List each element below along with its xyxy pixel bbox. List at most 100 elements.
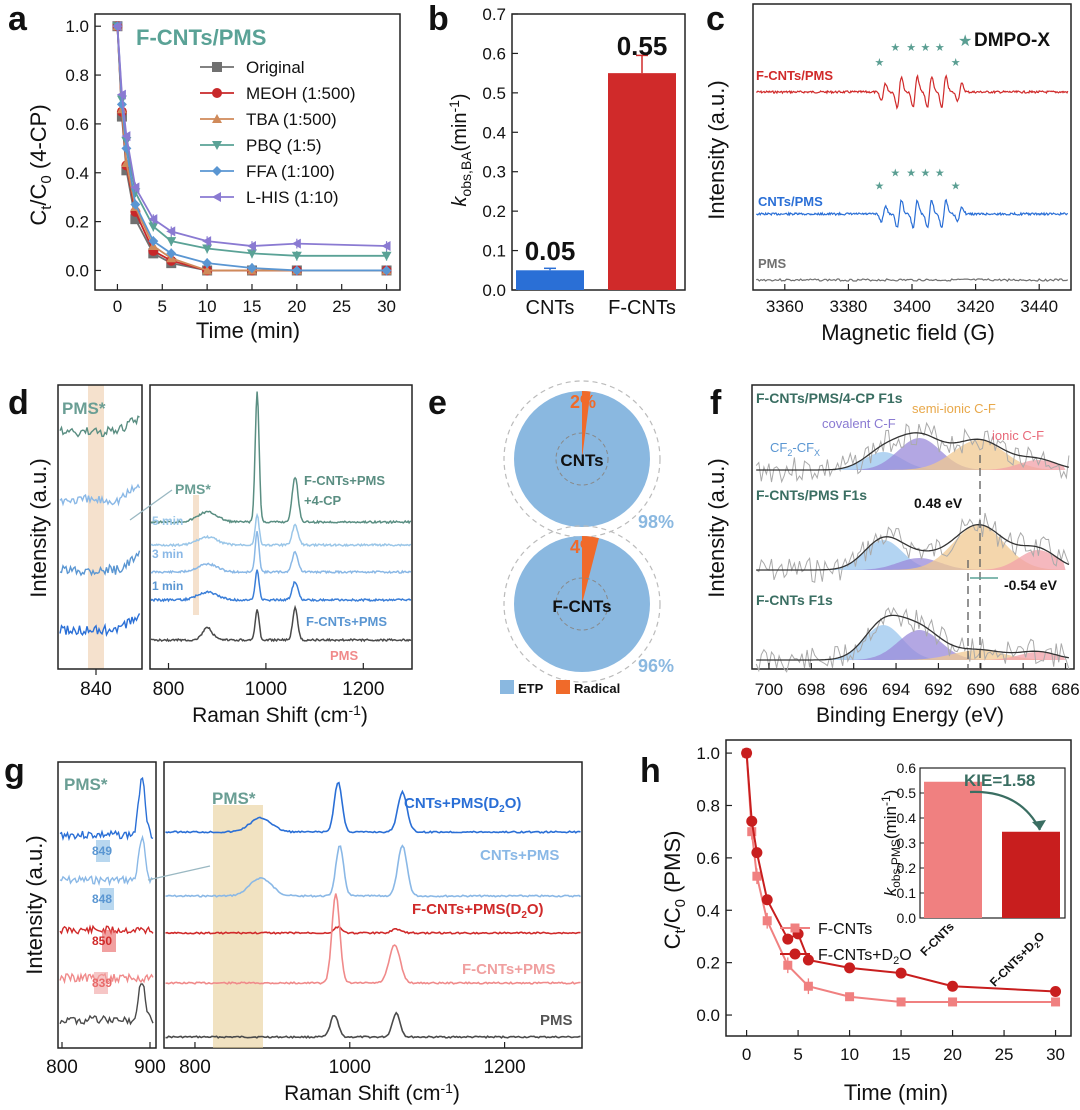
legend-label: Original (246, 58, 305, 77)
panel-h-ylabel: Ct/C0 (PMS) (660, 831, 689, 950)
panel-g-label: g (4, 752, 25, 790)
data-point (381, 241, 391, 252)
pie-fcnts-label: F-CNTs (552, 597, 611, 616)
data-point (148, 214, 158, 225)
inset-y-tick-label: 0.1 (897, 885, 917, 901)
legend-label-fcnts-d2o: F-CNTs+D2O (818, 947, 912, 967)
y-tick-label: 0.6 (696, 849, 720, 868)
panel-a-label: a (8, 0, 28, 38)
panel-d: d PMS* PMS* F-CNTs+PMS +4-CP 5 min 3 min… (8, 384, 413, 727)
x-tick-label: 5 (793, 1045, 802, 1064)
pie-slice-radical (582, 391, 591, 459)
pms-star-label-g: PMS* (64, 775, 108, 794)
legend-marker (790, 923, 800, 933)
data-point (741, 747, 753, 759)
data-point (762, 916, 772, 926)
panel-h-frame (725, 739, 1072, 1037)
dmpo-star-marker: ★ (890, 167, 900, 179)
data-point (246, 249, 257, 259)
data-point (751, 847, 763, 859)
panel-h-series (741, 747, 1062, 1007)
inset-g-fcnts-d2o (59, 924, 154, 936)
panel-g: g PMS* PMS* 849 848 850 839 CNTs+PMS(D2O… (4, 752, 583, 1105)
data-point (783, 960, 793, 970)
inset-y-tick-label: 0.6 (897, 760, 917, 776)
x-tick-label: 694 (882, 680, 910, 699)
xps-title-1: F-CNTs/PMS/4-CP F1s (756, 390, 903, 406)
xps-component-top-3 (790, 460, 1066, 470)
data-point (202, 258, 213, 269)
panel-d-series (59, 391, 412, 643)
dmpo-star-marker: ★ (935, 167, 945, 179)
panel-c-axes: 3360 3380 3400 3420 3440 (766, 284, 1058, 316)
x-tick-label: 3440 (1020, 297, 1058, 316)
panel-c-xlabel: Magnetic field (G) (821, 320, 995, 345)
dmpo-star-marker: ★ (921, 167, 931, 179)
inset-y-tick-label: 0.5 (897, 785, 917, 801)
data-point (202, 236, 212, 247)
peak-highlight-850 (102, 930, 116, 952)
x-tick-label: 0 (113, 297, 122, 316)
pms-star-label: PMS* (62, 399, 106, 418)
pms-star-arrow-g (147, 865, 211, 881)
inset-y-tick-label: 0.0 (897, 910, 917, 926)
y-tick-label: 0.2 (696, 954, 720, 973)
xps-component-mid-0 (790, 540, 1066, 570)
panel-e-pies (503, 380, 661, 683)
peak-highlight-849 (96, 840, 110, 862)
dmpo-star-marker: ★ (890, 42, 900, 54)
pie-fcnts-etp-pct: 96% (638, 656, 674, 676)
y-tick-label: 0.8 (696, 796, 720, 815)
x-tick-label: 30 (377, 297, 396, 316)
x-tick-label: F-CNTs (608, 297, 676, 319)
panel-c-ylabel: Intensity (a.u.) (704, 80, 729, 219)
data-point (121, 143, 132, 154)
x-tick-label: 3400 (893, 297, 931, 316)
pie-slice-radical (582, 536, 599, 604)
xps-cf2-label: CF2-CFX (770, 440, 820, 458)
y-tick-label: 0.0 (696, 1006, 720, 1025)
data-point (947, 980, 959, 992)
xps-semiionic-label: semi-ionic C-F (912, 401, 996, 416)
panel-b-ylabel: kobs,BA(min-1) (446, 93, 474, 206)
dmpo-star-marker: ★ (951, 181, 961, 193)
panel-a-series (112, 21, 392, 276)
inset-bar-0 (924, 781, 982, 918)
y-tick-label: 0.0 (482, 281, 506, 300)
x-tick-label: 15 (243, 297, 262, 316)
raman-curve-1min (150, 569, 412, 603)
dmpo-star-marker: ★ (935, 42, 945, 54)
data-point (761, 894, 773, 906)
data-point (895, 967, 907, 979)
y-tick-label: 0.3 (482, 163, 506, 182)
panel-e: e 2% 98% 4% 96% CNTs F-CNTs ETP Radical (428, 380, 674, 696)
epr-label-cnts: CNTs/PMS (758, 194, 823, 209)
x-tick-label: 3380 (829, 297, 867, 316)
data-point (130, 214, 141, 225)
xps-component-bot-2 (790, 650, 1066, 660)
data-point (845, 992, 855, 1002)
x-tick-label: 0 (742, 1045, 751, 1064)
xps-fit-mid (756, 523, 1070, 571)
x-tick-label: 10 (198, 297, 217, 316)
x-tick-label: 20 (287, 297, 306, 316)
panel-d-label: d (8, 384, 29, 422)
y-tick-label: 0.6 (65, 115, 89, 134)
panel-h-label: h (640, 752, 661, 790)
legend-marker (212, 88, 222, 98)
inset-curve-3min (59, 550, 141, 577)
pms-star-arrow (129, 489, 173, 521)
dmpo-star-icon: ★ (958, 33, 972, 50)
x-tick-label: 25 (332, 297, 351, 316)
raman-curve-pms (150, 604, 412, 643)
data-point (166, 237, 177, 247)
x-tick-label: 25 (995, 1045, 1014, 1064)
raman-curve-4cp (150, 391, 412, 525)
panel-g-ylabel: Intensity (a.u.) (22, 835, 47, 974)
data-point (166, 248, 177, 259)
inset-g-cnts (59, 834, 154, 887)
data-point (246, 263, 257, 274)
y-tick-label: 1.0 (696, 744, 720, 763)
y-tick-label: 0.2 (482, 202, 506, 221)
panel-g-axes: 800 1000 1200 800 900 (46, 1042, 526, 1078)
